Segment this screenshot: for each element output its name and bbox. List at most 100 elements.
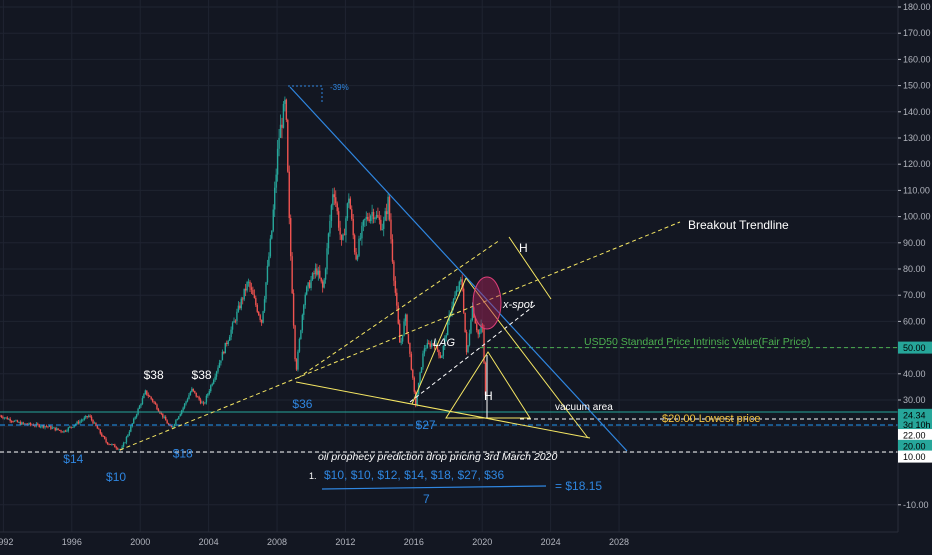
price-label: $38 <box>144 368 164 382</box>
candle-body <box>108 444 110 445</box>
candle-body <box>253 294 256 298</box>
candle-body <box>79 421 81 424</box>
formula-divider <box>321 485 547 490</box>
candle-body <box>351 209 353 219</box>
candle-body <box>192 388 195 391</box>
candle-body <box>391 239 394 262</box>
candle-body <box>143 394 145 399</box>
candle-body <box>233 320 235 323</box>
candle-body <box>80 420 83 422</box>
candle-body <box>304 294 306 306</box>
candle-body <box>194 390 196 393</box>
candle-body <box>147 394 149 397</box>
x-tick-label: 2000 <box>130 537 150 547</box>
wedge-left-line <box>411 277 467 405</box>
price-label: $14 <box>63 452 83 466</box>
candle-body <box>247 281 250 283</box>
candle-body <box>69 426 71 428</box>
candle-body <box>326 248 328 270</box>
candle-body <box>324 269 327 280</box>
candle-body <box>342 234 344 240</box>
y-tick-label: 130.00 <box>903 133 931 143</box>
y-tick-label: 180.00 <box>903 2 931 12</box>
candle-body <box>99 429 101 434</box>
candle-body <box>240 298 242 309</box>
candle-body <box>470 320 472 334</box>
y-tick-label: 160.00 <box>903 54 931 64</box>
x-spot-label: x-spot <box>502 299 534 311</box>
candle-body <box>48 425 51 427</box>
candle-body <box>141 398 144 405</box>
candle-body <box>457 290 459 292</box>
candle-body <box>101 433 103 437</box>
price-badge-bg <box>898 341 932 354</box>
candle-body <box>85 416 87 418</box>
candle-body <box>19 422 22 425</box>
candle-body <box>426 343 429 349</box>
candle-body <box>409 342 411 354</box>
candle-body <box>364 218 366 221</box>
candle-body <box>162 413 164 418</box>
candle-body <box>311 273 314 280</box>
candle-body <box>367 216 369 220</box>
h-mid-label: H <box>484 389 493 403</box>
candle-body <box>5 417 7 419</box>
candle-body <box>42 425 45 428</box>
candle-body <box>256 304 258 312</box>
candle-body <box>122 443 125 447</box>
candle-body <box>291 256 293 294</box>
candle-body <box>412 369 414 378</box>
candle-body <box>404 314 407 322</box>
candle-body <box>317 270 320 275</box>
candle-body <box>38 424 40 427</box>
candle-body <box>170 425 173 428</box>
peak-measure <box>288 85 323 104</box>
candle-body <box>358 238 360 256</box>
x-tick-label: 2024 <box>541 537 561 547</box>
y-tick-label: 120.00 <box>903 159 931 169</box>
candle-body <box>73 425 75 427</box>
price-label: $36 <box>292 397 312 411</box>
candle-body <box>6 417 8 420</box>
x-tick-label: 1992 <box>0 537 13 547</box>
candle-body <box>102 436 104 438</box>
candle-body <box>199 399 202 404</box>
candle-body <box>352 218 354 236</box>
candle-body <box>313 273 315 275</box>
peak-percent-label: -39% <box>330 83 349 92</box>
candle-body <box>301 314 304 331</box>
candle-body <box>98 428 100 430</box>
candle-body <box>471 307 474 321</box>
candle-body <box>92 419 94 424</box>
candle-body <box>271 230 273 239</box>
candle-body <box>385 211 388 215</box>
candle-body <box>446 321 449 336</box>
candle-body <box>387 196 389 215</box>
candle-body <box>179 413 181 417</box>
list-number-label: 1. <box>309 471 317 481</box>
candle-body <box>207 393 209 396</box>
candle-body <box>22 422 24 424</box>
candle-body <box>153 401 155 403</box>
divisor-label: 7 <box>423 492 430 506</box>
candle-body <box>355 252 357 260</box>
candle-body <box>265 282 267 300</box>
channel-upper-line <box>297 239 501 379</box>
resistance-trendline <box>289 86 628 452</box>
candle-body <box>339 227 341 235</box>
candle-body <box>221 351 224 361</box>
candle-body <box>250 287 253 290</box>
candle-body <box>28 423 30 425</box>
price-label: $27 <box>416 418 436 432</box>
candle-body <box>201 402 203 404</box>
candle-body <box>462 288 465 313</box>
candle-body <box>323 279 325 288</box>
candle-body <box>430 343 433 347</box>
candle-body <box>21 422 23 425</box>
candle-body <box>263 299 266 312</box>
price-list-label: $10, $10, $12, $14, $18, $27, $36 <box>324 468 504 482</box>
candle-body <box>321 281 324 288</box>
candle-body <box>202 402 205 404</box>
candle-body <box>76 421 78 425</box>
